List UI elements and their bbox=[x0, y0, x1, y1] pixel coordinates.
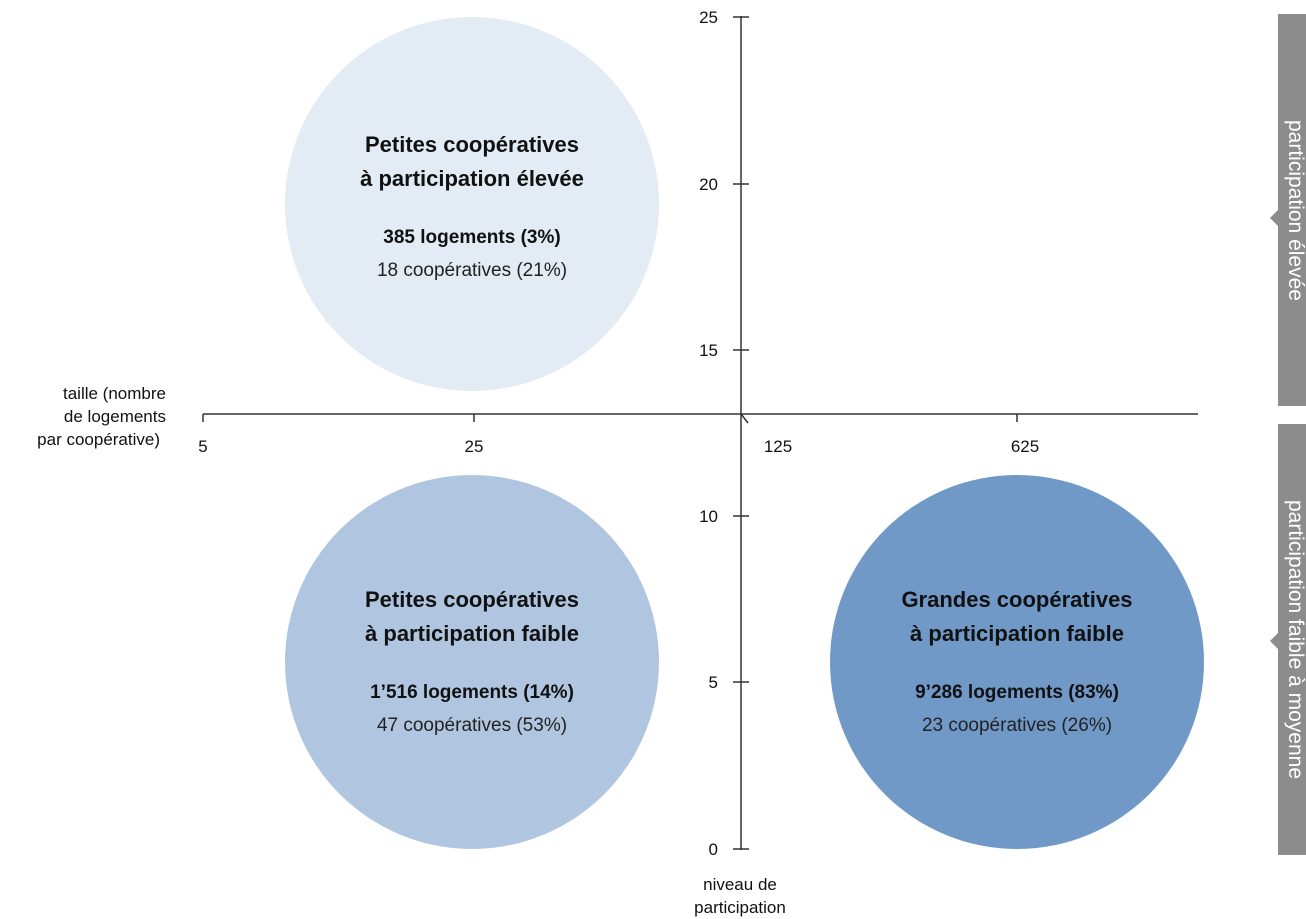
bubble-title-line: à participation faible bbox=[910, 621, 1124, 646]
x-axis-title-line: de logements bbox=[64, 407, 166, 426]
x-tick-label: 625 bbox=[1011, 437, 1039, 456]
bubble-small-low bbox=[285, 475, 659, 849]
y-tick-label: 25 bbox=[699, 8, 718, 27]
bubble-cooperatives: 23 coopératives (26%) bbox=[922, 715, 1112, 736]
bubble-title-line: Petites coopératives bbox=[365, 587, 579, 612]
bubble-title-line: Grandes coopératives bbox=[901, 587, 1132, 612]
side-tab-low-participation: participation faible à moyenne bbox=[1270, 424, 1306, 855]
x-tick-label: 5 bbox=[198, 437, 207, 456]
bubble-title-line: à participation faible bbox=[365, 621, 579, 646]
y-axis-title-line: niveau de bbox=[703, 875, 777, 894]
side-tab-label: participation faible à moyenne bbox=[1284, 499, 1306, 779]
x-axis-title-line: taille (nombre bbox=[63, 384, 166, 403]
x-axis-title-line: par coopérative) bbox=[37, 430, 160, 449]
y-tick-label: 0 bbox=[709, 840, 718, 859]
tab-pointer-icon bbox=[1270, 633, 1278, 649]
bubble-logements: 1’516 logements (14%) bbox=[370, 682, 574, 703]
bubble-title-line: à participation élevée bbox=[360, 166, 584, 191]
y-tick-label: 10 bbox=[699, 507, 718, 526]
y-tick-label: 20 bbox=[699, 175, 718, 194]
bubble-large-low bbox=[830, 475, 1204, 849]
axis-break-mark bbox=[740, 413, 749, 424]
tab-pointer-icon bbox=[1270, 210, 1278, 226]
bubble-small-high bbox=[285, 17, 659, 391]
side-tab-high-participation: participation élevée bbox=[1270, 14, 1306, 406]
bubble-cooperatives: 18 coopératives (21%) bbox=[377, 260, 567, 281]
bubble-cooperatives: 47 coopératives (53%) bbox=[377, 715, 567, 736]
bubble-logements: 385 logements (3%) bbox=[383, 227, 560, 248]
bubble-logements: 9’286 logements (83%) bbox=[915, 682, 1119, 703]
y-tick-label: 5 bbox=[709, 673, 718, 692]
y-axis-title-line: participation bbox=[694, 898, 786, 917]
x-tick-label: 25 bbox=[465, 437, 484, 456]
x-tick-label: 125 bbox=[764, 437, 792, 456]
bubble-title-line: Petites coopératives bbox=[365, 132, 579, 157]
side-tab-label: participation élevée bbox=[1284, 119, 1306, 301]
y-tick-label: 15 bbox=[699, 341, 718, 360]
